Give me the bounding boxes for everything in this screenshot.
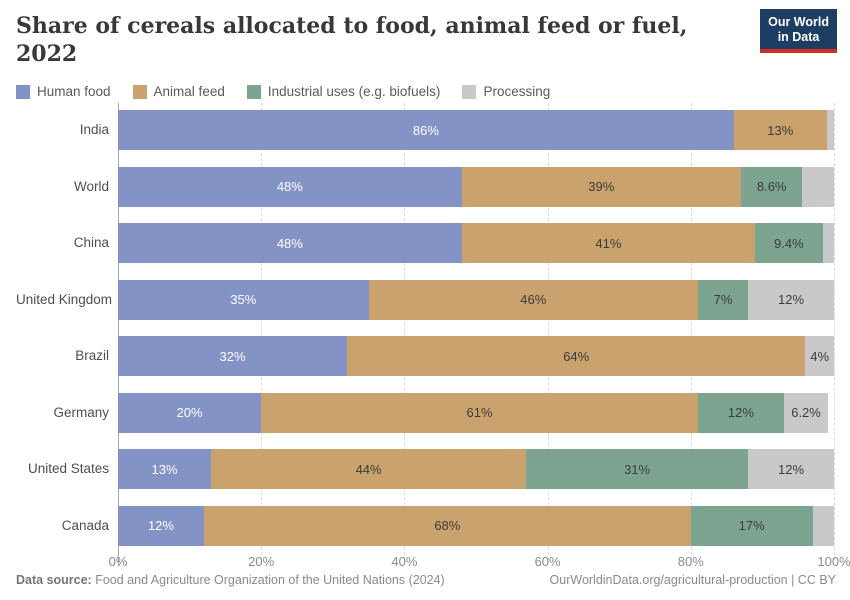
legend-label: Animal feed: [153, 84, 225, 99]
legend-item[interactable]: Processing: [462, 84, 550, 99]
bar-segment[interactable]: 39%: [461, 166, 741, 207]
bar-segment[interactable]: 12%: [748, 449, 834, 490]
x-tick-label: 60%: [534, 554, 561, 569]
gridline: [404, 103, 406, 560]
stacked-bar-chart: India 86% 13% World 48% 39% 8.6% China 48% 41% 9.4…: [16, 103, 850, 574]
bar-segment[interactable]: 12%: [118, 505, 204, 546]
legend-swatch-icon: [16, 84, 30, 99]
bar-track: 48% 41% 9.4%: [118, 223, 834, 264]
country-label: United States: [27, 461, 109, 477]
bar-segment[interactable]: 13%: [733, 110, 827, 150]
legend-swatch-icon: [132, 84, 147, 99]
bar-segment[interactable]: 64%: [347, 336, 806, 377]
x-tick-label: 100%: [817, 554, 850, 569]
bar-track: 20% 61% 12% 6.2%: [118, 392, 834, 433]
bar-segment[interactable]: 9.4%: [755, 223, 823, 264]
bar-segment[interactable]: 46%: [368, 279, 698, 320]
data-source-text: Food and Agriculture Organization of the…: [91, 573, 445, 587]
bar-segment[interactable]: 48%: [118, 166, 462, 207]
bar-segment[interactable]: 31%: [526, 449, 749, 490]
x-tick-label: 80%: [677, 554, 704, 569]
credit-link[interactable]: OurWorldinData.org/agricultural-producti…: [549, 573, 836, 587]
footer: Data source: Food and Agriculture Organi…: [16, 573, 836, 587]
bar-track: 32% 64% 4%: [118, 336, 834, 377]
country-label: India: [79, 122, 109, 137]
x-tick-label: 20%: [248, 554, 275, 569]
chart-rows: India 86% 13% World 48% 39% 8.6% China 48% 41% 9.4…: [16, 110, 834, 546]
legend-label: Human food: [37, 84, 111, 99]
data-source-label: Data source:: [16, 573, 92, 587]
country-label: United Kingdom: [16, 291, 113, 307]
bar-segment[interactable]: 4%: [805, 336, 834, 377]
bar-segment[interactable]: 6.2%: [783, 392, 829, 433]
bar-segment[interactable]: 20%: [118, 392, 262, 433]
chart-row: Brazil 32% 64% 4%: [16, 336, 834, 377]
bar-segment[interactable]: 13%: [118, 449, 212, 490]
bar-track: 12% 68% 17%: [118, 505, 834, 546]
page-title: Share of cereals allocated to food, anim…: [16, 13, 688, 67]
country-label: Brazil: [75, 348, 109, 364]
x-axis: 0% 20% 40% 60% 80% 100%: [109, 554, 850, 574]
legend-swatch-icon: [462, 84, 477, 99]
bar-segment[interactable]: 35%: [118, 279, 369, 320]
header: Share of cereals allocated to food, anim…: [0, 0, 850, 68]
legend: Human food Animal feed Industrial uses (e.…: [0, 68, 850, 99]
gridline: [261, 103, 263, 560]
bar-segment[interactable]: [822, 223, 834, 264]
legend-label: Processing: [483, 84, 551, 99]
country-label: Germany: [53, 404, 109, 420]
bar-segment[interactable]: 12%: [748, 279, 834, 320]
chart-row: United States 13% 44% 31% 12%: [16, 449, 834, 490]
bar-segment[interactable]: 86%: [118, 110, 734, 150]
chart-row: World 48% 39% 8.6%: [16, 166, 834, 207]
bar-segment[interactable]: [812, 505, 834, 546]
bar-segment[interactable]: 32%: [118, 336, 348, 377]
bar-segment[interactable]: 68%: [203, 505, 691, 546]
gridline: [834, 103, 835, 560]
chart-row: China 48% 41% 9.4%: [16, 223, 834, 264]
bar-segment[interactable]: 7%: [697, 279, 749, 320]
legend-item[interactable]: Human food: [16, 84, 111, 99]
bar-track: 48% 39% 8.6%: [118, 166, 834, 207]
bar-track: 35% 46% 7% 12%: [118, 279, 834, 320]
owid-logo[interactable]: Our World in Data: [760, 9, 837, 53]
legend-item[interactable]: Industrial uses (e.g. biofuels): [246, 84, 441, 99]
legend-item[interactable]: Animal feed: [132, 84, 225, 99]
bar-segment[interactable]: [802, 166, 834, 207]
chart-row: India 86% 13%: [16, 110, 834, 150]
bar-segment[interactable]: 17%: [690, 505, 813, 546]
gridline: [547, 103, 549, 560]
bar-segment[interactable]: [826, 110, 834, 150]
country-label: China: [73, 235, 109, 251]
x-tick-label: 0%: [108, 554, 128, 569]
chart-row: Canada 12% 68% 17%: [16, 505, 834, 546]
owid-logo-line2: in Data: [777, 30, 820, 44]
bar-segment[interactable]: 41%: [461, 223, 756, 264]
bar-segment[interactable]: 61%: [261, 392, 698, 433]
data-source-note: Data source: Food and Agriculture Organi…: [16, 573, 445, 587]
chart-row: Germany 20% 61% 12% 6.2%: [16, 392, 834, 433]
bar-segment[interactable]: 44%: [211, 449, 527, 490]
gridline: [690, 103, 692, 560]
gridlines: [118, 103, 835, 566]
legend-label: Industrial uses (e.g. biofuels): [267, 84, 441, 99]
y-axis-line: [118, 103, 119, 566]
x-tick-label: 40%: [391, 554, 418, 569]
owid-logo-line1: Our World: [768, 15, 829, 29]
chart-row: United Kingdom 35% 46% 7% 12%: [16, 279, 834, 320]
bar-segment[interactable]: 8.6%: [740, 166, 803, 207]
bar-track: 13% 44% 31% 12%: [118, 449, 834, 490]
bar-segment[interactable]: 48%: [118, 223, 462, 264]
country-label: Canada: [61, 517, 109, 533]
legend-swatch-icon: [246, 84, 261, 99]
country-label: World: [73, 178, 109, 194]
bar-track: 86% 13%: [118, 110, 834, 150]
bar-segment[interactable]: 12%: [697, 392, 784, 433]
